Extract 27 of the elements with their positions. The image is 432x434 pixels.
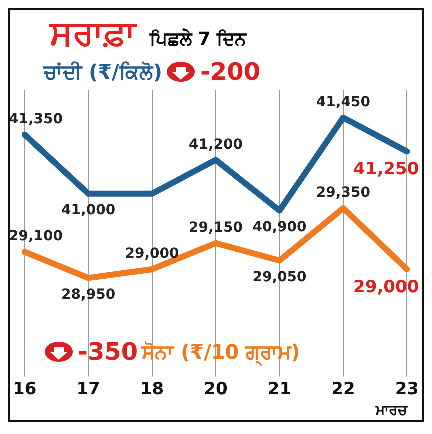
data-label: 29,050 <box>252 269 307 286</box>
x-axis-title: ਮਾਰਚ <box>375 403 410 420</box>
text: -200 <box>200 58 261 86</box>
x-tick-label: 20 <box>204 379 228 400</box>
x-tick-label: 18 <box>140 379 164 400</box>
x-tick-label: 21 <box>268 379 292 400</box>
data-label: 41,450 <box>316 94 371 111</box>
data-label: 41,000 <box>62 202 116 219</box>
data-label: 40,900 <box>252 219 307 236</box>
data-label: 29,350 <box>316 185 371 202</box>
data-label: 29,150 <box>188 220 244 236</box>
x-tick-label: 17 <box>76 379 100 400</box>
text: -350 <box>78 338 138 366</box>
chart-title: ਸਰਾਫ਼ਾ <box>50 14 136 54</box>
data-label: 28,950 <box>62 286 116 303</box>
data-label: 41,250 <box>354 160 420 180</box>
x-tick-label: 22 <box>332 379 356 400</box>
x-tick-label: 16 <box>12 379 37 400</box>
data-label: 29,000 <box>354 277 420 298</box>
x-tick-label: 23 <box>395 379 420 400</box>
data-label: 41,350 <box>8 111 64 128</box>
data-label: 29,100 <box>8 228 64 245</box>
chart-subtitle: ਪਿਛਲੇ 7 ਦਿਨ <box>150 29 246 50</box>
data-label: 29,000 <box>125 246 180 262</box>
text: ਸੋਨਾ (₹/10 ਗ੍ਰਾਮ) <box>142 340 300 364</box>
data-label: 41,200 <box>188 136 244 153</box>
text: ਚਾਂਦੀ (₹/ਕਿਲੋ) <box>44 60 162 84</box>
